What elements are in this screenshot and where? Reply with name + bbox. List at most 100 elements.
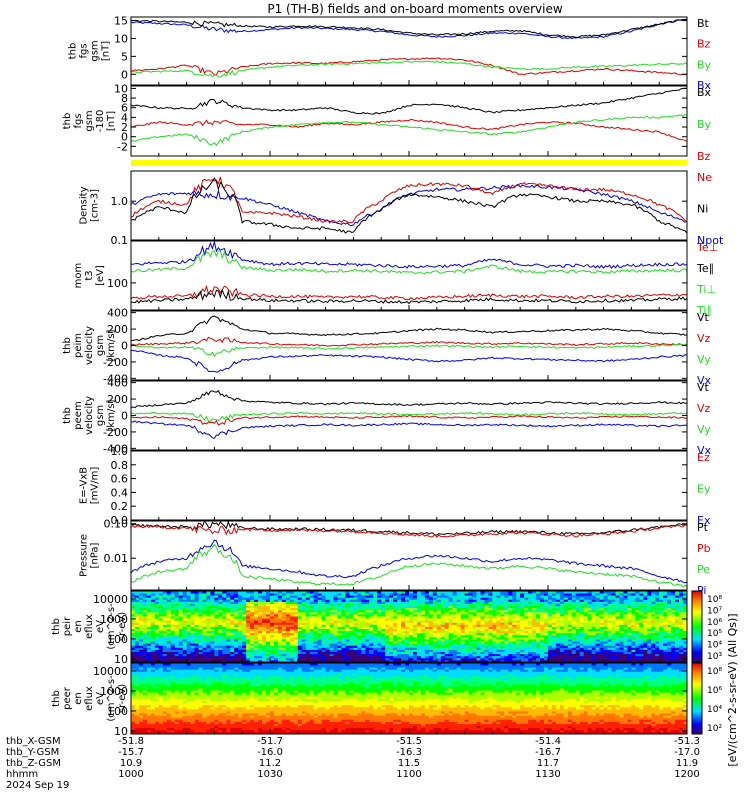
spectrogram-cell (508, 624, 513, 627)
spectrogram-cell (138, 636, 144, 640)
spectrogram-cell (488, 628, 493, 632)
spectrogram-cell (194, 630, 199, 634)
spectrogram-cell (555, 613, 561, 617)
spectrogram-cell (377, 639, 382, 642)
spectrogram-cell (416, 636, 422, 640)
spectrogram-cell (254, 651, 259, 655)
spectrogram-cell (285, 597, 291, 600)
spectrogram-cell (424, 607, 430, 611)
spectrogram-cell (615, 634, 620, 638)
spectrogram-cell (182, 643, 187, 646)
spectrogram-cell (337, 597, 342, 600)
spectrogram-cell (591, 649, 597, 652)
spectrogram-cell (301, 653, 307, 657)
spectrogram-cell (131, 620, 136, 623)
spectrogram-cell (440, 613, 446, 617)
y-tick-label: 0.2 (111, 500, 129, 513)
spectrogram-cell (599, 624, 604, 627)
spectrogram-cell (651, 603, 656, 607)
spectrogram-cell (146, 599, 152, 602)
spectrogram-cell (559, 643, 565, 646)
spectrogram-cell (289, 611, 295, 615)
series-line-peem-vel-blue (130, 420, 688, 439)
spectrogram-cell (313, 611, 319, 615)
spectrogram-cell (567, 626, 573, 629)
spectrogram-cell (579, 597, 585, 600)
spectrogram-cell (623, 626, 628, 629)
spectrogram-cell (202, 641, 207, 644)
spectrogram-cell (377, 597, 382, 600)
spectrogram-cell (504, 607, 509, 611)
spectrogram-cell (651, 653, 656, 657)
spectrogram-cell (305, 611, 311, 615)
spectrogram-cell (293, 599, 299, 602)
y-tick-label: 400 (107, 307, 128, 320)
spectrogram-cell (436, 632, 442, 636)
spectrogram-cell (210, 655, 215, 659)
spectrogram-cell (226, 597, 231, 600)
spectrogram-cell (591, 636, 597, 640)
spectrogram-cell (508, 626, 513, 629)
spectrogram-cell (246, 632, 251, 636)
spectrogram-cell (599, 649, 604, 652)
spectrogram-cell (452, 626, 458, 629)
spectrogram-cell (488, 651, 493, 655)
spectrogram-cell (468, 641, 473, 644)
spectrogram-cell (631, 657, 636, 661)
legend-label: Ex (697, 514, 711, 527)
spectrogram-cell (309, 636, 315, 640)
spectrogram-cell (401, 628, 406, 632)
spectrogram-cell (663, 611, 668, 615)
spectrogram-cell (424, 636, 430, 640)
spectrogram-cell (520, 649, 525, 652)
spectrogram-cell (575, 616, 581, 619)
spectrogram-cell (571, 622, 577, 625)
spectrogram-cell (281, 611, 287, 615)
spectrogram-cell (289, 593, 295, 596)
spectrogram-cell (214, 641, 219, 644)
spectrogram-cell (317, 653, 323, 657)
spectrogram-cell (142, 639, 148, 642)
spectrogram-cell (321, 624, 326, 627)
spectrogram-cell (615, 609, 620, 613)
spectrogram-cell (424, 657, 430, 661)
spectrogram-cell (508, 636, 513, 640)
spectrogram-cell (369, 603, 374, 607)
spectrogram-cell (579, 653, 585, 657)
spectrogram-cell (583, 613, 589, 617)
spectrogram-cell (317, 634, 323, 638)
spectrogram-cell (440, 593, 446, 596)
spectrogram-cell (266, 657, 271, 661)
spectrogram-cell (480, 626, 485, 629)
spectrogram-cell (492, 620, 497, 623)
legend-label: Vx (697, 444, 712, 457)
spectrogram-cell (222, 647, 227, 650)
spectrogram-cell (142, 597, 148, 600)
spectrogram-cell (246, 647, 251, 650)
spectrogram-cell (297, 647, 303, 650)
spectrogram-cell (222, 601, 227, 604)
spectrogram-cell (432, 595, 438, 598)
spectrogram-cell (218, 645, 223, 648)
spectrogram-cell (174, 641, 180, 644)
spectrogram-cell (146, 649, 152, 652)
spectrogram-cell (440, 639, 446, 642)
spectrogram-cell (663, 641, 668, 644)
spectrogram-cell (472, 649, 477, 652)
spectrogram-cell (194, 601, 199, 604)
spectrogram-cell (349, 651, 354, 655)
spectrogram-cell (551, 607, 557, 611)
spectrogram-cell (528, 653, 533, 657)
spectrogram-cell (643, 634, 648, 638)
spectrogram-cell (365, 647, 370, 650)
spectrogram-cell (377, 645, 382, 648)
spectrogram-cell (186, 599, 191, 602)
spectrogram-cell (325, 628, 330, 632)
y-tick-label: 6 (121, 102, 128, 115)
spectrogram-cell (361, 655, 366, 659)
spectrogram-cell (361, 632, 366, 636)
spectrogram-cell (508, 645, 513, 648)
spectrogram-cell (472, 659, 477, 663)
spectrogram-cell (667, 605, 672, 609)
spectrogram-cell (492, 609, 497, 613)
